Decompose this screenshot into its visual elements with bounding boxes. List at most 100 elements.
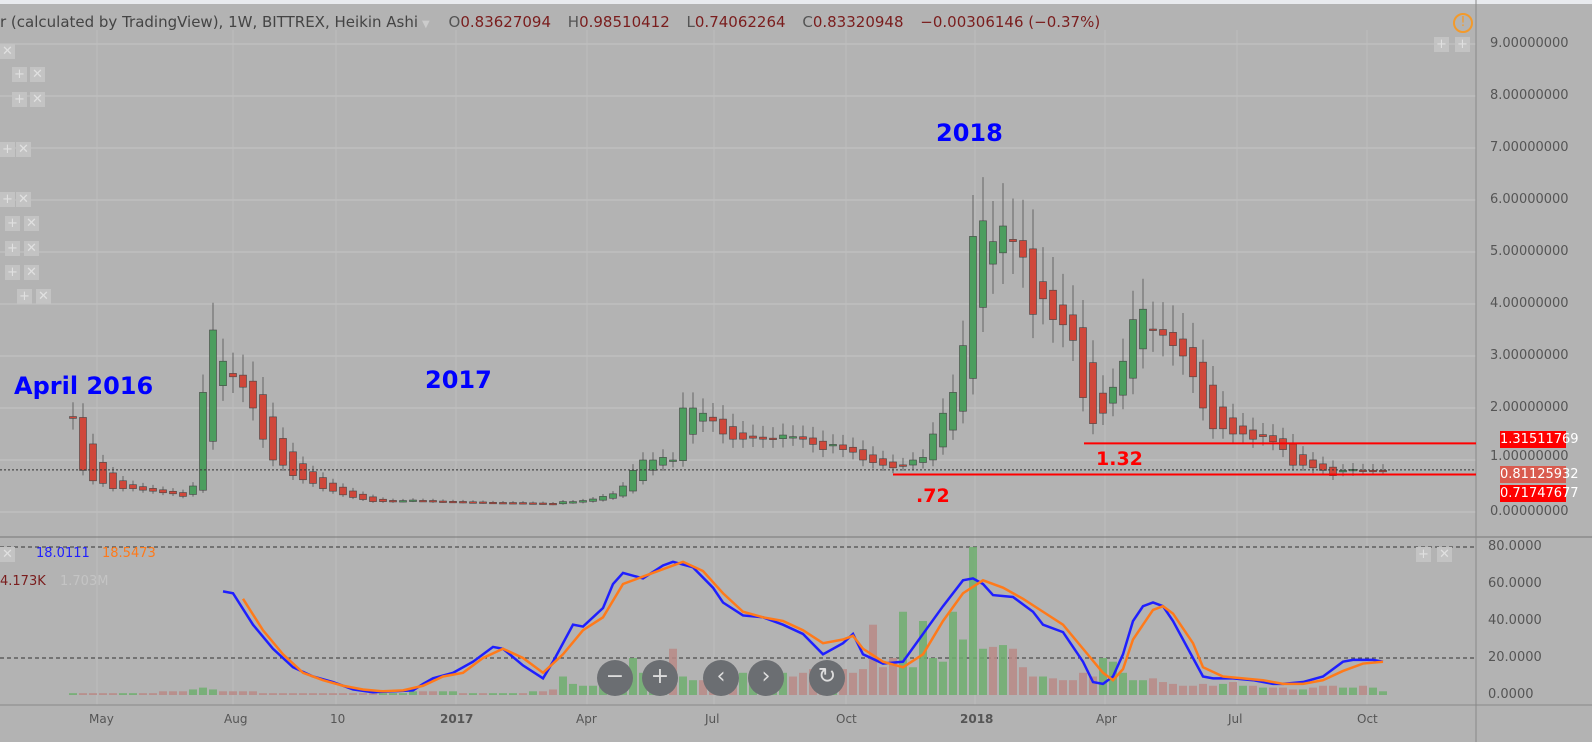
volume-bar — [1249, 685, 1257, 695]
volume-bar — [199, 687, 207, 695]
add-icon[interactable]: + — [12, 92, 27, 107]
maximize-icon[interactable]: + — [1455, 37, 1470, 52]
annotation-april-2016: April 2016 — [14, 372, 154, 400]
maximize-icon[interactable]: + — [1434, 37, 1449, 52]
candle-body — [1269, 435, 1277, 443]
add-icon[interactable]: + — [5, 241, 20, 256]
candle-body — [849, 446, 857, 453]
candle-body — [819, 440, 827, 450]
close-icon[interactable]: ✕ — [24, 216, 39, 231]
scroll-back-button[interactable]: ‹ — [703, 660, 739, 696]
candle-body — [359, 493, 367, 500]
close-icon[interactable]: ✕ — [0, 44, 15, 59]
volume-bar — [1059, 680, 1067, 695]
reset-button[interactable]: ↻ — [809, 660, 845, 696]
candle-body — [749, 435, 757, 439]
volume-bar — [1299, 689, 1307, 695]
add-icon[interactable]: + — [5, 265, 20, 280]
volume-bar — [879, 667, 887, 695]
close-icon[interactable]: ✕ — [16, 142, 31, 157]
candle-body — [1199, 361, 1207, 409]
candle-body — [609, 493, 617, 499]
candle-body — [629, 470, 637, 492]
close-icon[interactable]: ✕ — [0, 547, 15, 562]
change-value: −0.00306146 (−0.37%) — [920, 13, 1101, 31]
volume-bar — [369, 693, 377, 695]
volume-bar — [929, 658, 937, 695]
close-icon[interactable]: ✕ — [1437, 547, 1452, 562]
chevron-down-icon[interactable]: ▼ — [422, 19, 430, 30]
volume-bar — [939, 661, 947, 695]
open-value: 0.83627094 — [460, 13, 552, 31]
candle-body — [159, 489, 167, 494]
candle-body — [729, 426, 737, 440]
candle-body — [969, 236, 977, 379]
time-tick-label: 2018 — [960, 712, 994, 726]
add-icon[interactable]: + — [0, 142, 15, 157]
add-icon[interactable]: + — [5, 216, 20, 231]
volume-value: 4.173K — [0, 574, 46, 589]
volume-bar — [1119, 672, 1127, 695]
oscillator-tick-label: 20.0000 — [1488, 650, 1542, 665]
price-tick-label: 9.00000000 — [1490, 36, 1569, 51]
candle-body — [739, 432, 747, 440]
candle-body — [1159, 329, 1167, 336]
high-label: H — [567, 13, 580, 31]
volume-bar — [249, 691, 257, 695]
add-icon[interactable]: + — [12, 67, 27, 82]
close-icon[interactable]: ✕ — [30, 92, 45, 107]
candle-body — [529, 502, 537, 505]
scroll-forward-button[interactable]: › — [748, 660, 784, 696]
candle-body — [619, 485, 627, 497]
time-tick-label: Apr — [576, 712, 597, 726]
volume-bar — [629, 658, 637, 695]
volume-bar — [419, 691, 427, 695]
candle-body — [1209, 384, 1217, 430]
candle-body — [129, 484, 137, 489]
candle-body — [169, 490, 177, 495]
volume-bar — [1159, 682, 1167, 695]
candle-body — [139, 486, 147, 491]
add-icon[interactable]: + — [0, 192, 15, 207]
candle-body — [329, 482, 337, 492]
close-icon[interactable]: ✕ — [30, 67, 45, 82]
candle-body — [89, 443, 97, 482]
candle-body — [1039, 281, 1047, 300]
zoom-out-button[interactable]: − — [597, 660, 633, 696]
candle-body — [949, 392, 957, 431]
close-icon[interactable]: ✕ — [24, 265, 39, 280]
candle-body — [109, 472, 117, 489]
close-icon[interactable]: ✕ — [36, 289, 51, 304]
top-strip — [0, 0, 1592, 4]
maximize-icon[interactable]: + — [1416, 547, 1431, 562]
close-icon[interactable]: ✕ — [24, 241, 39, 256]
candle-body — [449, 501, 457, 504]
volume-bar — [319, 693, 327, 695]
volume-bar — [139, 693, 147, 695]
warning-icon[interactable]: ! — [1453, 13, 1473, 33]
volume-bar — [389, 693, 397, 695]
symbol-title[interactable]: r (calculated by TradingView), 1W, BITTR… — [0, 13, 419, 31]
volume-bar — [789, 676, 797, 695]
volume-bar — [339, 693, 347, 695]
candle-body — [1179, 338, 1187, 357]
add-icon[interactable]: + — [17, 289, 32, 304]
zoom-in-button[interactable]: + — [642, 660, 678, 696]
volume-bar — [439, 691, 447, 695]
candle-body — [259, 394, 267, 440]
candle-body — [799, 436, 807, 440]
candle-body — [709, 416, 717, 422]
candle-body — [989, 241, 997, 265]
close-icon[interactable]: ✕ — [16, 192, 31, 207]
candle-body — [829, 444, 837, 447]
candle-body — [1099, 392, 1107, 414]
volume-bar — [399, 693, 407, 695]
volume-bar — [949, 611, 957, 695]
price-tick-label: 7.00000000 — [1490, 140, 1569, 155]
candle-body — [369, 496, 377, 502]
volume-bar — [539, 691, 547, 695]
volume-bar — [1149, 678, 1157, 695]
volume-bar — [329, 693, 337, 695]
candle-body — [589, 498, 597, 502]
